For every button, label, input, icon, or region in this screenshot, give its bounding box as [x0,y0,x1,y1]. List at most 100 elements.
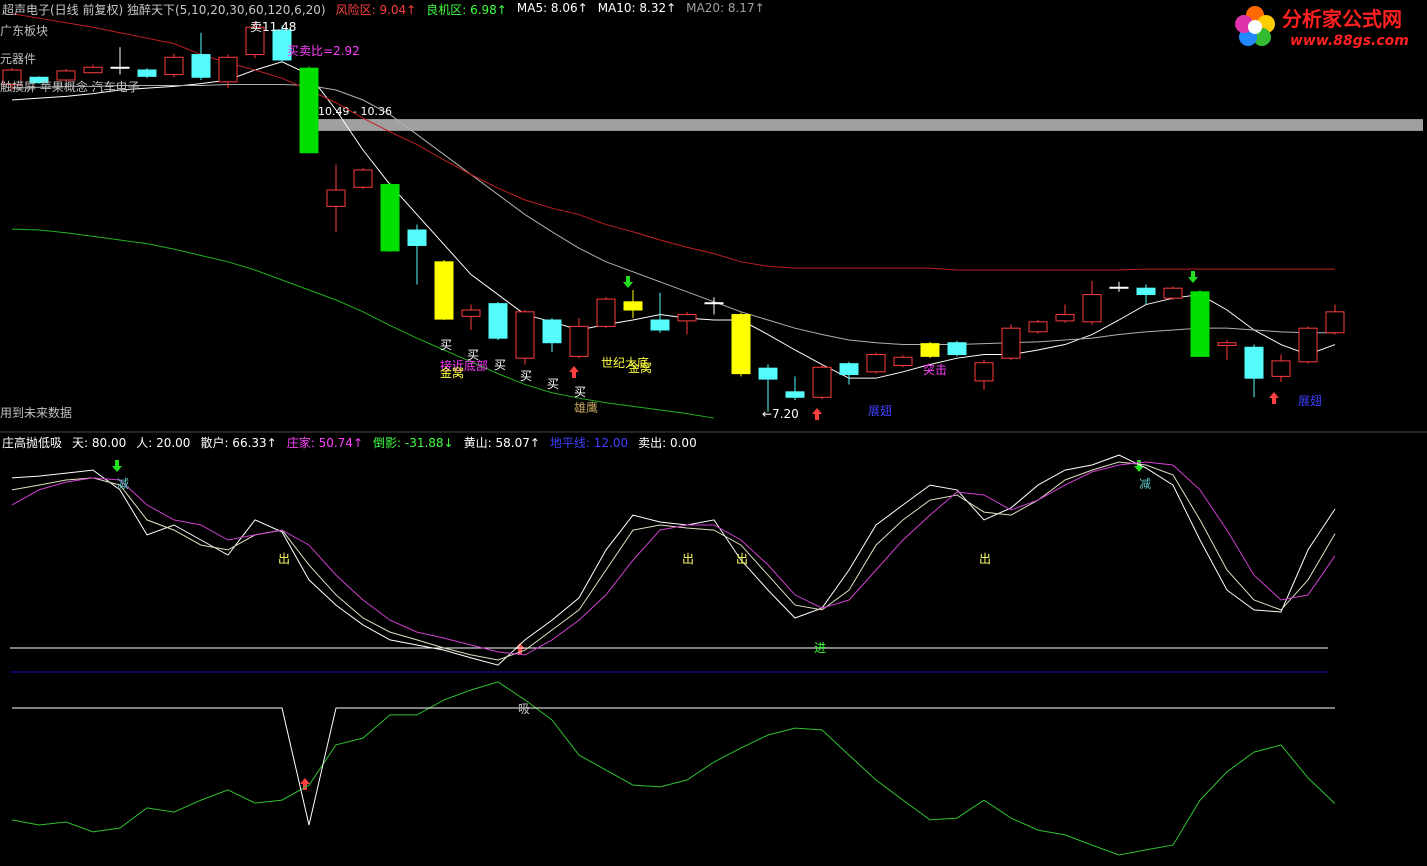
candle-body [785,391,805,398]
up-arrow [300,778,310,790]
candle-body [218,56,238,83]
candle-body [623,301,643,311]
annotation: 买 [547,377,560,391]
header-item: 人: 20.00 [136,436,191,450]
annotation: ←7.20 [762,407,799,421]
candle-body [758,367,778,380]
header-item: 庄家: 50.74↑ [286,436,364,450]
up-arrow [1269,392,1279,404]
candle-body [83,66,103,74]
header-item: 良机区: 6.98↑ [426,3,507,17]
candle-body [1325,311,1345,334]
candle-body [191,54,211,78]
annotation: 出 [682,552,695,566]
header-item: MA20: 8.17↑ [686,1,765,15]
logo-url: www.88gs.com [1290,33,1409,49]
up-arrow [515,643,525,655]
series-line [11,13,1335,271]
candle-body [1001,327,1021,359]
annotation: 吸 [518,702,531,716]
candle-body [110,66,130,69]
annotation: 买 [440,338,453,352]
header-item: 卖出: 0.00 [638,436,697,450]
arrows [112,271,1279,790]
candle-body [272,29,292,61]
header-item: 散户: 66.33↑ [200,436,277,450]
candle-body [245,26,265,56]
sub-header: 庄高抛低吸 天: 80.00 人: 20.00 散户: 66.33↑ 庄家: 50.74… [2,434,697,451]
candle-body [2,69,22,86]
candle-body [731,314,751,375]
down-arrow [112,460,122,472]
down-arrow [1188,271,1198,283]
header-item: 地平线: 12.00 [549,436,629,450]
candle-body [1028,321,1048,333]
label: 触摸屏 苹果概念 汽车电子 [0,80,140,94]
annotation: 展翅 [1298,394,1323,408]
series-line [11,461,1336,661]
annotation: 进 [814,641,827,655]
header-item: 倒影: -31.88↓ [373,436,454,450]
candle-body [1055,314,1075,322]
candle-body [164,56,184,76]
candle-body [947,342,967,356]
candle-body [650,319,670,331]
up-arrow [569,366,579,378]
header-item: 黄山: 58.07↑ [463,436,540,450]
annotation: 雄鹰 [574,401,599,415]
up-arrow [812,408,822,420]
annotation: 接近底部 [440,359,489,373]
annotation: 金窝 [628,361,653,375]
candle-body [704,302,724,305]
series-line [11,84,1335,346]
candle-body [1190,291,1210,357]
candle-body [1109,286,1129,289]
down-arrow [623,276,633,288]
candle-body [569,325,589,357]
candle-body [434,261,454,320]
candle-body [29,76,49,84]
candle-body [812,366,832,398]
annotation: 出 [736,552,749,566]
annotation: 买 [574,385,587,399]
candle-body [596,298,616,327]
series-line [12,707,1335,826]
header-item: 风险区: 9.04↑ [335,3,417,17]
candle-body [1082,294,1102,323]
series-line [11,61,1336,379]
candle-body [974,362,994,382]
header: 超声电子(日线 前复权) 独醉天下(5,10,20,30,60,120,6,20… [2,1,765,18]
candle-body [407,229,427,246]
header-item: MA5: 8.06↑ [516,1,588,15]
candle-body [1271,360,1291,377]
header-item: 庄高抛低吸 [2,436,63,450]
annotation: 买卖比=2.92 [287,44,360,58]
annotation: 买 [494,358,507,372]
annotation: 展翅 [868,404,893,418]
candle-body [56,70,76,81]
header-item: MA10: 8.32↑ [597,1,677,15]
series-line [11,681,1336,856]
candle-body [1136,287,1156,296]
price-zone [315,119,1423,131]
candle-body [299,67,319,154]
annotation: 减 [117,477,130,491]
logo-icon [1235,6,1275,46]
candle-body [461,309,481,317]
candle-body [1244,346,1264,379]
candle-body [1298,327,1318,363]
candle-body [1163,287,1183,299]
candle-body [353,169,373,188]
candle-body [515,311,535,359]
series-line [11,461,1336,656]
label: 广东板块 [0,24,49,38]
candle-body [137,69,157,77]
candle-body [677,314,697,322]
header-item: 超声电子(日线 前复权) 独醉天下(5,10,20,30,60,120,6,20… [2,3,326,17]
logo-title: 分析家公式网 [1282,7,1402,31]
candle-body [1217,342,1237,346]
candle-body [893,356,913,366]
annotation: 出 [278,552,291,566]
